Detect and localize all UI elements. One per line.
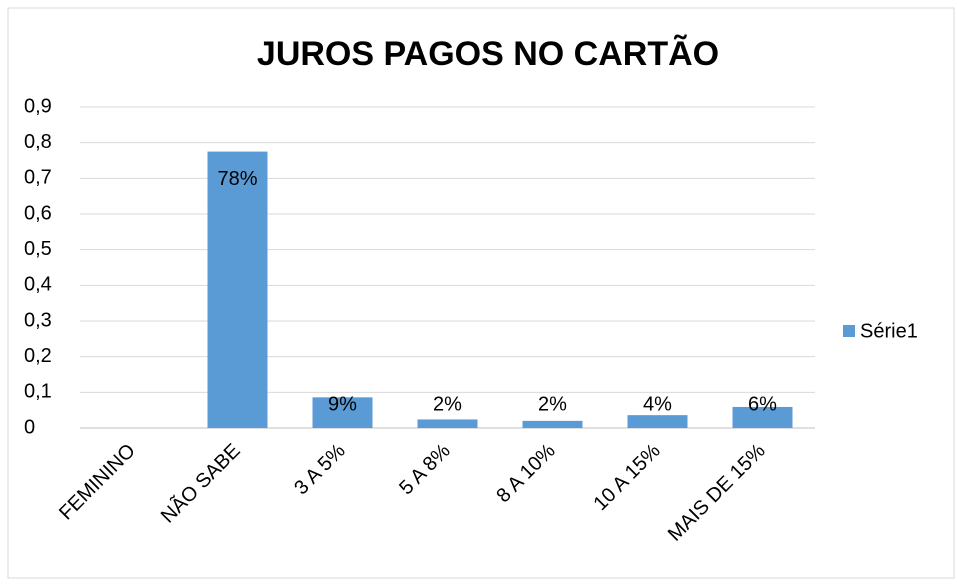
y-tick-label: 0: [24, 416, 35, 438]
data-label: 9%: [328, 393, 357, 415]
chart-frame: [7, 7, 955, 579]
y-tick-label: 0,7: [24, 167, 52, 189]
bar: [417, 419, 478, 428]
chart-title: JUROS PAGOS NO CARTÃO: [257, 35, 719, 73]
y-tick-label: 0,4: [24, 274, 52, 296]
data-label: 4%: [643, 393, 672, 415]
y-tick-label: 0,8: [24, 131, 52, 153]
bar: [312, 397, 373, 428]
y-tick-label: 0,2: [24, 345, 52, 367]
y-tick-label: 0,9: [24, 95, 52, 117]
y-tick-label: 0,5: [24, 238, 52, 260]
legend-label: Série1: [860, 320, 918, 342]
data-label: 6%: [748, 393, 777, 415]
bar: [732, 406, 793, 428]
y-tick-label: 0,6: [24, 202, 52, 224]
legend-swatch: [843, 325, 855, 337]
data-label: 78%: [217, 168, 257, 190]
data-label: 2%: [538, 393, 567, 415]
y-tick-label: 0,3: [24, 309, 52, 331]
y-tick-label: 0,1: [24, 381, 52, 403]
data-label: 2%: [433, 393, 462, 415]
bar: [522, 420, 583, 428]
bar: [207, 151, 268, 429]
bar: [627, 415, 688, 428]
